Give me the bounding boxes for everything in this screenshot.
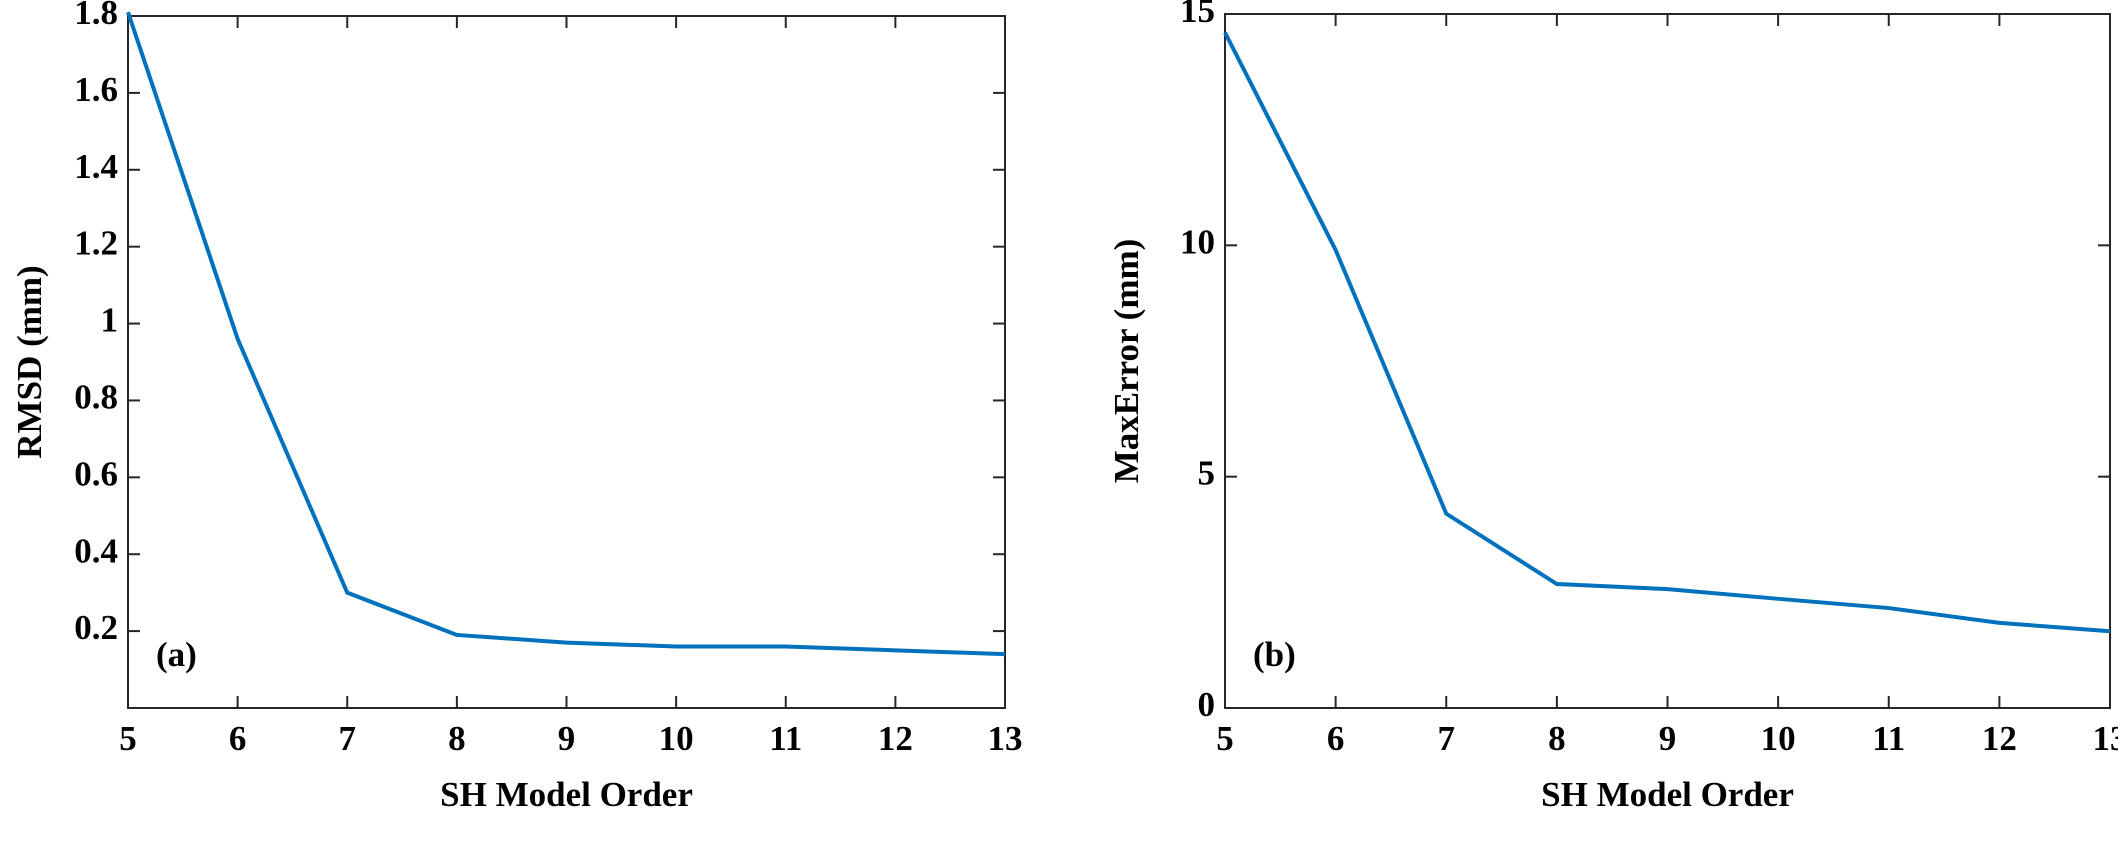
- y-tick-label: 10: [1180, 222, 1215, 261]
- y-tick-label: 1.2: [74, 224, 118, 263]
- x-tick-label: 12: [878, 719, 913, 758]
- x-tick-label: 11: [769, 719, 802, 758]
- y-tick-label: 1.4: [74, 147, 118, 186]
- x-axis-title: SH Model Order: [1541, 775, 1794, 814]
- x-tick-label: 10: [659, 719, 694, 758]
- plot-frame: [127, 15, 1006, 709]
- panel-label: (b): [1253, 635, 1296, 674]
- x-tick-label: 9: [558, 719, 576, 758]
- x-tick-label: 12: [1982, 719, 2017, 758]
- y-tick-label: 0.4: [74, 531, 118, 570]
- x-tick-label: 8: [448, 719, 466, 758]
- x-tick-label: 5: [1216, 719, 1234, 758]
- x-tick-label: 11: [1872, 719, 1905, 758]
- y-tick-label: 1: [101, 301, 119, 340]
- y-axis-title: RMSD (mm): [10, 265, 49, 458]
- y-tick-label: 1.6: [74, 70, 118, 109]
- y-tick-label: 0.2: [74, 608, 118, 647]
- y-tick-label: 0.6: [74, 454, 118, 493]
- x-tick-label: 13: [988, 719, 1023, 758]
- x-tick-label: 7: [1438, 719, 1456, 758]
- y-axis-title: MaxError (mm): [1107, 239, 1146, 484]
- x-tick-label: 13: [2093, 719, 2118, 758]
- y-tick-label: 15: [1180, 0, 1215, 30]
- x-tick-label: 5: [119, 719, 137, 758]
- x-tick-label: 10: [1761, 719, 1796, 758]
- y-tick-label: 0: [1198, 685, 1216, 724]
- data-line: [126, 11, 1006, 657]
- y-tick-label: 0.8: [74, 377, 118, 416]
- x-tick-label: 8: [1548, 719, 1566, 758]
- x-tick-label: 9: [1659, 719, 1677, 758]
- plot-frame: [1224, 13, 2111, 709]
- data-line: [1223, 31, 2111, 634]
- y-tick-label: 1.8: [74, 0, 118, 32]
- y-tick-label: 5: [1198, 454, 1216, 493]
- x-tick-label: 6: [229, 719, 247, 758]
- panel-label: (a): [156, 635, 197, 674]
- x-axis-title: SH Model Order: [440, 775, 693, 814]
- x-tick-label: 7: [339, 719, 357, 758]
- x-tick-label: 6: [1327, 719, 1345, 758]
